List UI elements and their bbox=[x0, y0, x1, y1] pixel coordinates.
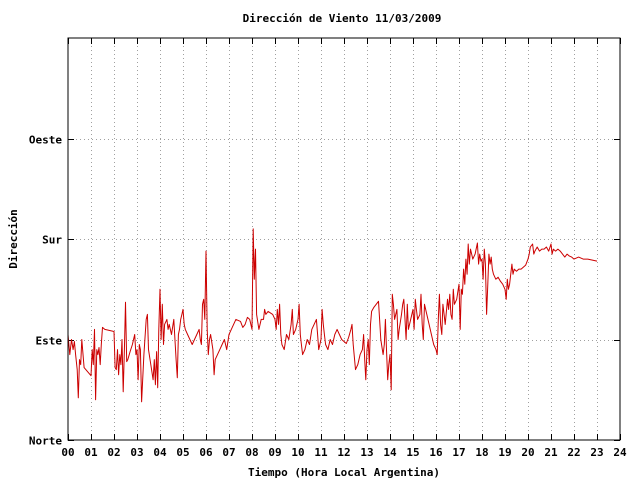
x-tick-label: 20 bbox=[521, 446, 534, 459]
x-tick-label: 19 bbox=[498, 446, 511, 459]
x-tick-label: 22 bbox=[567, 446, 580, 459]
x-tick-label: 08 bbox=[245, 446, 258, 459]
y-tick-label: Oeste bbox=[29, 134, 62, 147]
x-tick-label: 24 bbox=[613, 446, 627, 459]
x-tick-label: 04 bbox=[153, 446, 167, 459]
x-tick-label: 05 bbox=[176, 446, 189, 459]
x-axis-ticks: 00 01 02 03 04 05 06 07 08 09 10 11 12 13 14 15 16 17 18 19… bbox=[61, 38, 627, 459]
x-tick-label: 11 bbox=[314, 446, 328, 459]
x-tick-label: 21 bbox=[544, 446, 558, 459]
x-tick-label: 14 bbox=[383, 446, 397, 459]
x-tick-label: 01 bbox=[84, 446, 98, 459]
y-tick-label: Sur bbox=[42, 234, 62, 247]
y-axis-label: Dirección bbox=[7, 209, 20, 269]
series-layer bbox=[67, 228, 598, 403]
series-line bbox=[67, 228, 598, 403]
x-tick-label: 16 bbox=[429, 446, 443, 459]
x-tick-label: 00 bbox=[61, 446, 74, 459]
x-tick-label: 02 bbox=[107, 446, 120, 459]
x-tick-label: 15 bbox=[406, 446, 419, 459]
x-tick-label: 07 bbox=[222, 446, 235, 459]
grid bbox=[68, 38, 620, 440]
y-tick-label: Este bbox=[36, 335, 63, 348]
x-tick-label: 23 bbox=[590, 446, 603, 459]
y-tick-label: Norte bbox=[29, 435, 62, 448]
x-tick-label: 06 bbox=[199, 446, 213, 459]
y-axis-ticks: Norte Este Sur Oeste bbox=[29, 134, 620, 448]
chart-title: Dirección de Viento 11/03/2009 bbox=[243, 12, 442, 25]
plot-frame bbox=[67, 37, 621, 441]
x-axis-label: Tiempo (Hora Local Argentina) bbox=[248, 466, 440, 479]
x-tick-label: 12 bbox=[337, 446, 350, 459]
x-tick-label: 13 bbox=[360, 446, 373, 459]
x-tick-label: 18 bbox=[475, 446, 488, 459]
x-tick-label: 09 bbox=[268, 446, 281, 459]
x-tick-label: 10 bbox=[291, 446, 304, 459]
x-tick-label: 03 bbox=[130, 446, 143, 459]
x-tick-label: 17 bbox=[452, 446, 465, 459]
